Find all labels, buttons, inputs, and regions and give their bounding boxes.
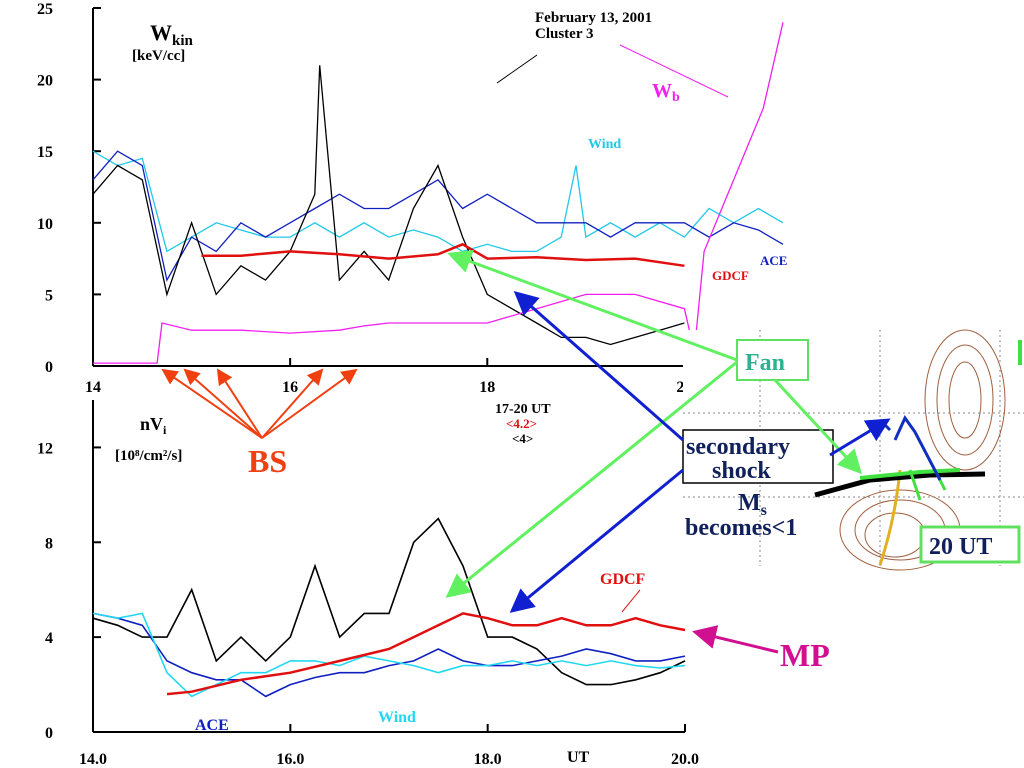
y-unit: [10⁸/cm²/s]	[115, 448, 182, 464]
period: 17-20 UT	[495, 402, 551, 417]
x-label: UT	[567, 749, 590, 766]
inset: Fan secondary shock Ms becomes<1 20 UT	[682, 329, 1024, 571]
mp-arrow	[692, 625, 779, 654]
series-line	[92, 150, 784, 253]
y-tick-label: 5	[45, 287, 53, 304]
series-line	[92, 612, 686, 698]
pointer	[619, 44, 729, 98]
y-tick-label: 10	[37, 216, 53, 233]
legend-label: ACE	[760, 253, 787, 268]
legend-label: Wind	[378, 709, 416, 726]
series-line	[93, 22, 784, 364]
y-tick-label: 20	[37, 73, 53, 90]
series-line	[92, 517, 686, 686]
date: February 13, 2001	[535, 10, 652, 26]
pointer	[621, 589, 641, 613]
bs-arrows	[161, 368, 358, 439]
series-line	[92, 150, 784, 282]
y-tick-label: 15	[37, 144, 53, 161]
x-tick-label: 20.0	[671, 751, 699, 768]
plots: 0510152025141618200481214.016.018.020.0	[37, 1, 784, 768]
y-tick-label: 25	[37, 1, 53, 18]
x-tick-label: 14	[85, 379, 101, 396]
series-line	[201, 242, 685, 268]
y-tick-label: 8	[45, 535, 53, 552]
shock-label: shock	[712, 458, 771, 484]
series-line	[166, 612, 686, 696]
mean-model: <4.2>	[506, 416, 537, 431]
mach-label: becomes<1	[685, 515, 797, 541]
fan-arrows	[445, 250, 863, 598]
fan-label: Fan	[745, 350, 785, 376]
y-unit: [keV/cc]	[132, 48, 185, 64]
mach-label: Ms	[738, 490, 767, 519]
bs-label: BS	[248, 443, 287, 479]
y-label: nVi	[140, 414, 167, 437]
spacecraft: Cluster 3	[535, 26, 593, 42]
legend-label: GDCF	[600, 571, 646, 588]
legend-label: Wb	[652, 80, 680, 105]
y-tick-label: 0	[45, 725, 53, 742]
y-label: Wkin	[150, 20, 194, 49]
series-line	[92, 65, 685, 346]
pointer	[496, 54, 538, 84]
x-tick-label: 16.0	[276, 751, 304, 768]
shock-label: secondary	[686, 434, 790, 460]
x-tick-label: 18	[479, 379, 495, 396]
legend-label: ACE	[195, 717, 229, 734]
x-tick-label: 18.0	[474, 751, 502, 768]
legend-label: Wind	[588, 137, 621, 152]
x-tick-label: 14.0	[79, 751, 107, 768]
time-label: 20 UT	[929, 534, 992, 560]
y-tick-label: 4	[45, 630, 53, 647]
shock-arrows	[509, 291, 891, 613]
series-line	[92, 612, 686, 698]
y-tick-label: 0	[45, 359, 53, 376]
y-tick-label: 12	[37, 440, 53, 457]
x-tick-label: 16	[282, 379, 298, 396]
mp-label: MP	[780, 637, 830, 673]
legend-label: GDCF	[712, 268, 749, 283]
mean-obs: <4>	[512, 431, 533, 446]
